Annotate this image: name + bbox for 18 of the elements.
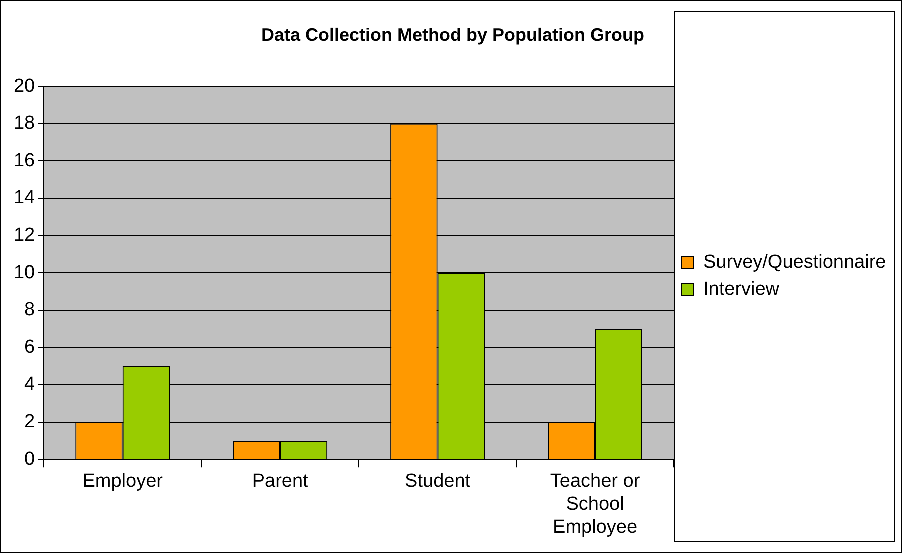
y-tick-label: 6 bbox=[24, 336, 36, 358]
x-tick-label: Employer bbox=[82, 471, 164, 492]
y-tick-label: 2 bbox=[24, 412, 36, 433]
y-tick-label: 14 bbox=[14, 188, 36, 209]
legend-label: Survey/Questionnaire bbox=[704, 252, 886, 274]
y-tick-label: 10 bbox=[14, 262, 36, 284]
y-tick-label: 12 bbox=[14, 225, 36, 246]
chart-title: Data Collection Method by Population Group bbox=[262, 24, 644, 45]
y-tick-label: 16 bbox=[14, 150, 36, 172]
y-tick-label: 18 bbox=[14, 113, 36, 134]
y-tick-label: 0 bbox=[24, 448, 36, 470]
x-tick-label: Teacher or School Employee bbox=[550, 471, 641, 538]
legend-label: Interview bbox=[704, 279, 780, 300]
y-tick-label: 4 bbox=[24, 374, 36, 396]
y-tick-label: 8 bbox=[24, 300, 36, 321]
y-tick-label: 20 bbox=[14, 76, 36, 97]
x-tick-label: Parent bbox=[252, 471, 310, 492]
x-tick-label: Student bbox=[405, 471, 472, 492]
